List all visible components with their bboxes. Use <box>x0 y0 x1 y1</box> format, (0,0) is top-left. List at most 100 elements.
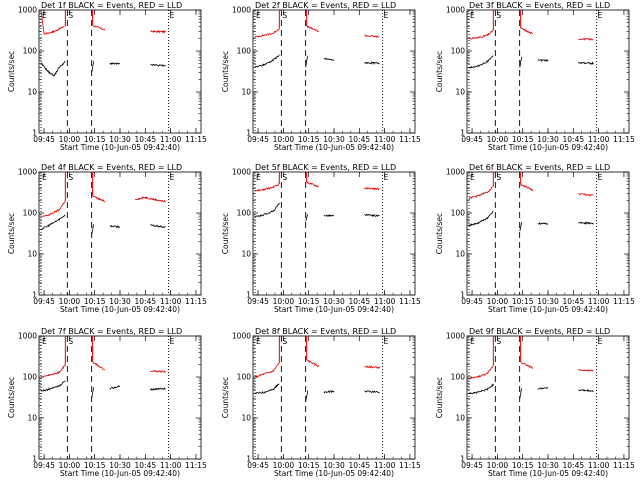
series-events-line <box>150 63 166 67</box>
x-tick-label: 10:15 <box>84 297 106 306</box>
x-tick-label: 11:15 <box>185 297 207 306</box>
series-lld-line <box>254 28 280 38</box>
marker-label: S <box>282 173 287 182</box>
series-lld-line <box>150 369 166 373</box>
marker-label: E <box>470 173 475 182</box>
marker-label: S <box>282 337 287 346</box>
y-tick-label: 1 <box>460 291 465 300</box>
y-tick-label: 1 <box>32 455 37 464</box>
x-tick-label: 10:45 <box>563 135 585 144</box>
y-tick-label: 1000 <box>446 6 465 15</box>
x-tick-label: 11:00 <box>374 461 396 470</box>
y-tick-label: 100 <box>237 47 252 56</box>
x-tick-label: 11:00 <box>588 135 610 144</box>
plot-frame <box>252 9 416 134</box>
series-lld-line <box>92 361 106 371</box>
x-tick-label: 10:30 <box>537 135 559 144</box>
series-events-line <box>150 224 166 228</box>
marker-label: E <box>256 173 261 182</box>
x-tick-label: 11:00 <box>374 135 396 144</box>
y-axis-label: Counts/sec <box>435 377 444 418</box>
series-lld-line <box>134 196 166 203</box>
series-events-line <box>40 380 66 392</box>
x-tick-label: 10:45 <box>135 135 157 144</box>
marker-label: E <box>384 11 389 20</box>
marker-label: E <box>42 337 47 346</box>
series-events-line <box>109 385 121 390</box>
y-tick-label: 1000 <box>446 168 465 177</box>
y-tick-label: 10 <box>455 414 465 423</box>
panel-title: Det 7f BLACK = Events, RED = LLD <box>41 327 182 336</box>
series-events-line <box>91 224 95 236</box>
marker-label: E <box>598 11 603 20</box>
panel-title: Det 2f BLACK = Events, RED = LLD <box>255 1 396 10</box>
marker-label: E <box>470 337 475 346</box>
panel-det-5: Det 5f BLACK = Events, RED = LLD 1 10 100 10… <box>221 163 421 314</box>
marker-label: E <box>256 11 261 20</box>
y-tick-label: 1000 <box>232 6 251 15</box>
x-axis-label: Start Time (10-Jun-05 09:42:40) <box>274 305 394 314</box>
x-tick-label: 11:15 <box>613 135 635 144</box>
x-tick-label: 09:45 <box>247 461 269 470</box>
series-events-line <box>537 222 549 225</box>
x-tick-label: 09:45 <box>247 135 269 144</box>
series-events-line <box>323 57 335 61</box>
series-lld-line <box>306 25 319 33</box>
y-tick-label: 100 <box>23 209 38 218</box>
y-axis-label: Counts/sec <box>221 213 230 254</box>
marker-label: E <box>598 173 603 182</box>
x-tick-label: 10:00 <box>487 297 509 306</box>
series-events-line <box>254 383 280 395</box>
plot-frame <box>466 335 630 460</box>
panel-det-6: Det 6f BLACK = Events, RED = LLD 1 10 100 10… <box>435 163 635 314</box>
y-tick-label: 1 <box>246 291 251 300</box>
x-tick-label: 10:15 <box>84 135 106 144</box>
x-tick-label: 09:45 <box>33 135 55 144</box>
x-tick-label: 10:15 <box>512 461 534 470</box>
marker-label: S <box>68 337 73 346</box>
panel-title: Det 1f BLACK = Events, RED = LLD <box>41 1 182 10</box>
panel-title: Det 3f BLACK = Events, RED = LLD <box>469 1 610 10</box>
plot-frame <box>466 9 630 134</box>
x-tick-label: 10:30 <box>323 297 345 306</box>
panel-det-8: Det 8f BLACK = Events, RED = LLD 1 10 100 10… <box>221 327 421 478</box>
y-tick-label: 1 <box>460 455 465 464</box>
series-lld-line <box>469 186 494 200</box>
x-tick-label: 10:00 <box>59 461 81 470</box>
series-lld-line <box>468 365 494 380</box>
y-tick-label: 100 <box>451 47 466 56</box>
plot-frame <box>38 171 202 296</box>
marker-label: S <box>496 337 501 346</box>
series-events-line <box>254 202 280 218</box>
x-tick-label: 10:45 <box>349 135 371 144</box>
marker-label: E <box>256 337 261 346</box>
x-tick-label: 10:00 <box>273 135 295 144</box>
marker-label: S <box>68 11 73 20</box>
series-events-line <box>578 61 594 66</box>
panel-det-2: Det 2f BLACK = Events, RED = LLD 1 10 100 10… <box>221 1 421 152</box>
marker-label: E <box>42 173 47 182</box>
x-tick-label: 09:45 <box>33 461 55 470</box>
x-tick-label: 10:30 <box>323 135 345 144</box>
x-tick-label: 11:15 <box>399 297 421 306</box>
series-events-line <box>519 388 523 399</box>
y-tick-label: 100 <box>23 373 38 382</box>
y-tick-label: 10 <box>241 250 251 259</box>
y-tick-label: 1000 <box>18 6 37 15</box>
panel-det-4: Det 4f BLACK = Events, RED = LLD 1 10 100 10… <box>7 163 207 314</box>
x-tick-label: 09:45 <box>461 135 483 144</box>
y-tick-label: 10 <box>27 414 37 423</box>
x-tick-label: 10:00 <box>487 461 509 470</box>
y-tick-label: 1 <box>460 129 465 138</box>
x-tick-label: 10:45 <box>563 297 585 306</box>
y-tick-label: 10 <box>27 250 37 259</box>
panel-title: Det 6f BLACK = Events, RED = LLD <box>469 163 610 172</box>
x-tick-label: 10:30 <box>323 461 345 470</box>
x-tick-label: 10:45 <box>135 461 157 470</box>
series-events-line <box>91 387 95 399</box>
x-tick-label: 09:45 <box>33 297 55 306</box>
y-axis-label: Counts/sec <box>7 51 16 92</box>
series-events-line <box>468 55 494 69</box>
series-events-line <box>468 210 494 227</box>
series-events-line <box>364 390 380 394</box>
